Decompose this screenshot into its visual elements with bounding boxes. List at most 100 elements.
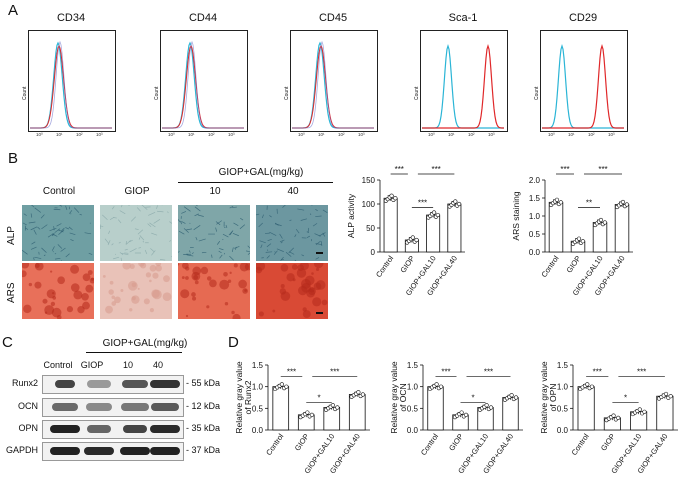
stain-nodule [185, 266, 190, 271]
stain-nodule [200, 266, 209, 275]
stain-fiber [307, 227, 310, 233]
stain-nodule [143, 298, 150, 305]
bar [447, 203, 462, 253]
stain-fiber [61, 227, 65, 232]
stain-nodule [102, 275, 106, 278]
stain-fiber [141, 205, 148, 210]
data-point [554, 197, 560, 202]
data-point [602, 220, 607, 225]
data-point [389, 193, 394, 198]
sample-curve [162, 44, 244, 129]
data-point [330, 403, 335, 408]
stain-fiber [53, 208, 61, 211]
x-tick-label: Control [264, 432, 285, 457]
stain-texture [256, 263, 328, 319]
data-point [309, 412, 314, 417]
stain-fiber [120, 257, 123, 261]
stain-fiber [33, 257, 35, 261]
stain-nodule [280, 284, 285, 289]
stain-nodule [137, 287, 140, 290]
stain-fiber [178, 218, 181, 223]
stain-fiber [149, 222, 156, 228]
flow-xtick: 10¹ [318, 132, 325, 137]
alp-stain-image [100, 205, 172, 261]
stain-fiber [183, 206, 191, 212]
stain-nodule [311, 272, 314, 275]
stain-nodule [44, 311, 48, 314]
y-tick-label: 1.0 [407, 383, 419, 392]
y-tick-label: 0.0 [407, 426, 419, 435]
stain-fiber [169, 240, 172, 242]
stain-fiber [119, 210, 126, 215]
stain-fiber [269, 215, 272, 218]
stain-nodule [73, 290, 83, 300]
stain-nodule [120, 289, 124, 293]
stain-fiber [300, 218, 308, 221]
stain-fiber [228, 230, 233, 236]
stain-nodule [23, 304, 32, 314]
stain-nodule [66, 306, 74, 313]
stain-texture [100, 263, 172, 319]
stain-fiber [31, 241, 36, 245]
data-point [585, 382, 590, 387]
stain-fiber [306, 235, 311, 239]
stain-fiber [151, 232, 158, 236]
stain-nodule [122, 263, 131, 270]
stain-nodule [185, 276, 189, 280]
flow-histogram: 10⁰ 10¹ 10² 10³ [30, 40, 112, 137]
y-tick-label: 0.0 [529, 248, 541, 257]
stain-nodule [304, 275, 315, 286]
stain-fiber [111, 243, 114, 246]
stain-fiber [181, 221, 186, 224]
histology-column-label: Control [42, 186, 76, 197]
y-tick-label: 0 [371, 248, 376, 257]
stain-fiber [121, 252, 129, 256]
stain-fiber [138, 247, 141, 249]
stain-fiber [318, 232, 326, 237]
wb-column-label: Control [43, 360, 73, 370]
stain-fiber [22, 222, 27, 226]
ars-stain-image [100, 263, 172, 319]
stain-nodule [131, 296, 136, 301]
stain-nodule [129, 263, 135, 270]
bar [427, 386, 444, 431]
flow-xtick: 10² [588, 132, 595, 137]
stain-fiber [111, 206, 115, 210]
flow-marker-title: CD45 [318, 12, 348, 24]
significance-label: *** [484, 368, 493, 377]
stain-fiber [274, 251, 276, 253]
stain-texture [22, 263, 94, 319]
flow-xtick: 10² [468, 132, 475, 137]
wb-column-label: 10 [122, 360, 133, 370]
stain-fiber [88, 252, 93, 255]
wb-column-label: 40 [152, 360, 163, 370]
stain-nodule [51, 307, 62, 318]
stain-nodule [231, 310, 235, 315]
stain-nodule [272, 309, 276, 313]
stain-fiber [54, 228, 61, 233]
stain-fiber [33, 229, 37, 235]
data-point [513, 395, 519, 400]
stain-nodule [301, 282, 311, 293]
data-point [668, 394, 673, 399]
stain-background [22, 205, 94, 261]
stain-background [256, 263, 328, 319]
data-point [360, 392, 365, 397]
stain-nodule [291, 264, 298, 270]
wb-band [84, 447, 114, 455]
stain-fiber [34, 256, 42, 259]
stain-fiber [113, 217, 117, 219]
stain-fiber [167, 211, 169, 214]
data-point [642, 409, 647, 414]
stain-fiber [43, 254, 46, 257]
stain-fiber [245, 250, 250, 253]
stain-nodule [114, 296, 121, 304]
scale-bar [316, 312, 323, 314]
stain-fiber [159, 258, 166, 261]
stain-fiber [215, 227, 217, 232]
stain-fiber [276, 248, 284, 252]
stain-fiber [54, 257, 61, 260]
stain-fiber [194, 206, 201, 212]
wb-band [122, 380, 148, 388]
stain-nodule [178, 263, 180, 266]
